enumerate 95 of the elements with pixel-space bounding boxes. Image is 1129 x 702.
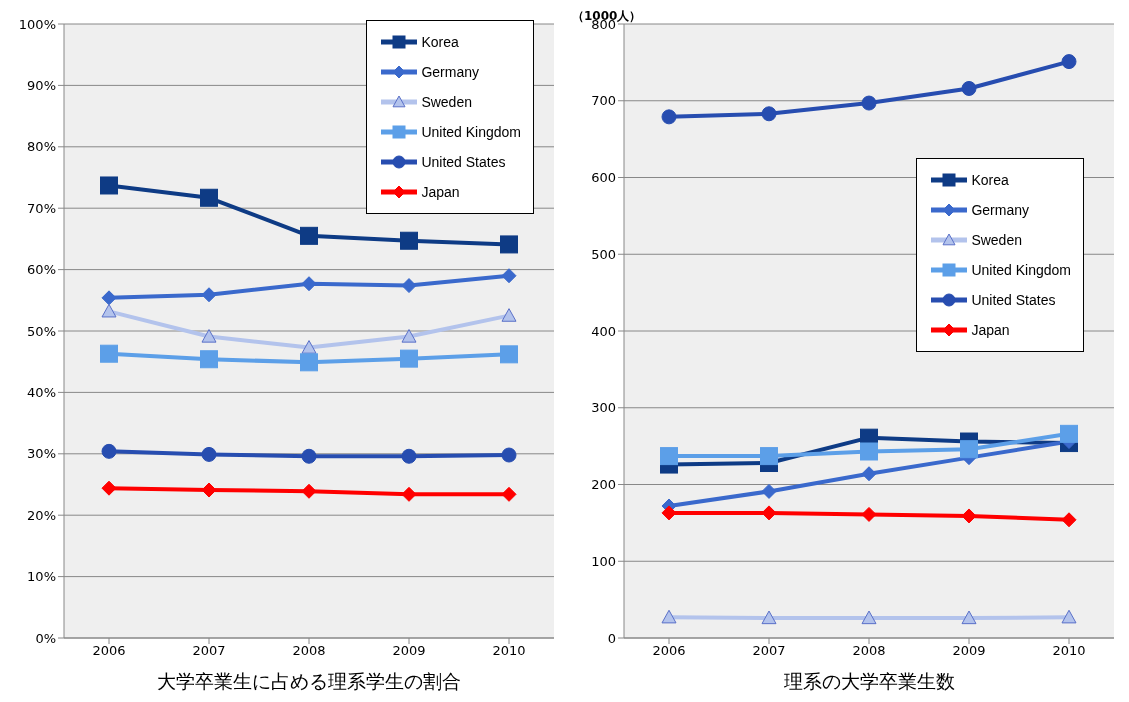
y-tick-label: 700 — [591, 93, 616, 109]
point — [501, 447, 517, 463]
x-tick-label: 2006 — [652, 643, 686, 659]
point — [300, 353, 318, 372]
point — [760, 447, 778, 466]
y-tick-label: 300 — [591, 400, 616, 416]
point — [101, 290, 117, 306]
x-tick-label: 2006 — [92, 643, 126, 659]
legend-label: United States — [421, 154, 506, 170]
point — [201, 482, 217, 498]
point — [960, 440, 978, 459]
legend-label: Sweden — [421, 94, 472, 110]
point — [861, 506, 877, 522]
x-axis-title: 大学卒業生に占める理系学生の割合 — [157, 670, 461, 692]
point — [400, 231, 418, 250]
y-tick-label: 30% — [27, 446, 56, 462]
point — [761, 505, 777, 521]
point — [200, 188, 218, 207]
legend-label: Germany — [971, 202, 1029, 218]
point — [501, 486, 517, 502]
point — [100, 344, 118, 363]
legend-label: Korea — [421, 34, 459, 50]
x-tick-label: 2010 — [1052, 643, 1086, 659]
y-tick-label: 0% — [35, 630, 56, 646]
y-tick-label: 0 — [607, 630, 616, 646]
y-tick-label: 600 — [591, 170, 616, 186]
point — [100, 176, 118, 195]
point — [1061, 609, 1077, 624]
point — [761, 610, 777, 625]
y-tick-label: 100% — [18, 16, 56, 32]
point — [861, 610, 877, 625]
point — [301, 448, 317, 464]
point — [1060, 424, 1078, 443]
x-tick-label: 2007 — [752, 643, 786, 659]
y-tick-label: 400 — [591, 323, 616, 339]
y-tick-label: 70% — [27, 200, 56, 216]
y-tick-label: 500 — [591, 246, 616, 262]
legend-label: Japan — [971, 322, 1010, 338]
point — [1061, 54, 1077, 70]
point — [661, 609, 677, 624]
y-tick-label: 100 — [591, 553, 616, 569]
point — [661, 505, 677, 521]
point — [300, 226, 318, 245]
legend-label: Korea — [971, 172, 1009, 188]
y-tick-label: 10% — [27, 569, 56, 585]
point — [201, 287, 217, 303]
point — [201, 329, 217, 343]
point — [1061, 512, 1077, 528]
y-tick-label: 60% — [27, 262, 56, 278]
x-tick-label: 2009 — [952, 643, 986, 659]
y-tick-label: 50% — [27, 323, 56, 339]
point — [961, 508, 977, 524]
x-tick-label: 2009 — [392, 643, 426, 659]
point — [500, 235, 518, 254]
y-tick-label: 80% — [27, 139, 56, 155]
point — [201, 446, 217, 462]
legend-label: United Kingdom — [971, 262, 1071, 278]
point — [500, 345, 518, 364]
x-tick-label: 2008 — [852, 643, 886, 659]
point — [301, 276, 317, 292]
legend-label: United Kingdom — [421, 124, 521, 140]
y-tick-label: 200 — [591, 477, 616, 493]
point — [501, 268, 517, 284]
point — [101, 303, 117, 318]
legend-label: Sweden — [971, 232, 1022, 248]
point — [661, 109, 677, 125]
point — [961, 610, 977, 625]
point — [860, 442, 878, 461]
legend-label: United States — [971, 292, 1056, 308]
point — [660, 447, 678, 466]
point — [401, 329, 417, 343]
point — [761, 483, 777, 499]
y-tick-label: 90% — [27, 78, 56, 94]
point — [961, 80, 977, 96]
point — [101, 480, 117, 496]
x-axis-title: 理系の大学卒業生数 — [783, 670, 955, 692]
y-tick-label: 20% — [27, 507, 56, 523]
x-tick-label: 2010 — [492, 643, 526, 659]
point — [400, 349, 418, 368]
point — [301, 483, 317, 499]
point — [401, 486, 417, 502]
point — [861, 466, 877, 482]
point — [861, 95, 877, 111]
legend-label: Japan — [421, 184, 460, 200]
point — [761, 106, 777, 122]
point — [101, 443, 117, 459]
point — [401, 278, 417, 294]
x-tick-label: 2007 — [192, 643, 226, 659]
point — [301, 340, 317, 354]
point — [200, 350, 218, 369]
point — [401, 448, 417, 464]
y-tick-label: 40% — [27, 385, 56, 401]
point — [501, 308, 517, 322]
x-tick-label: 2008 — [292, 643, 326, 659]
legend-label: Germany — [421, 64, 479, 80]
